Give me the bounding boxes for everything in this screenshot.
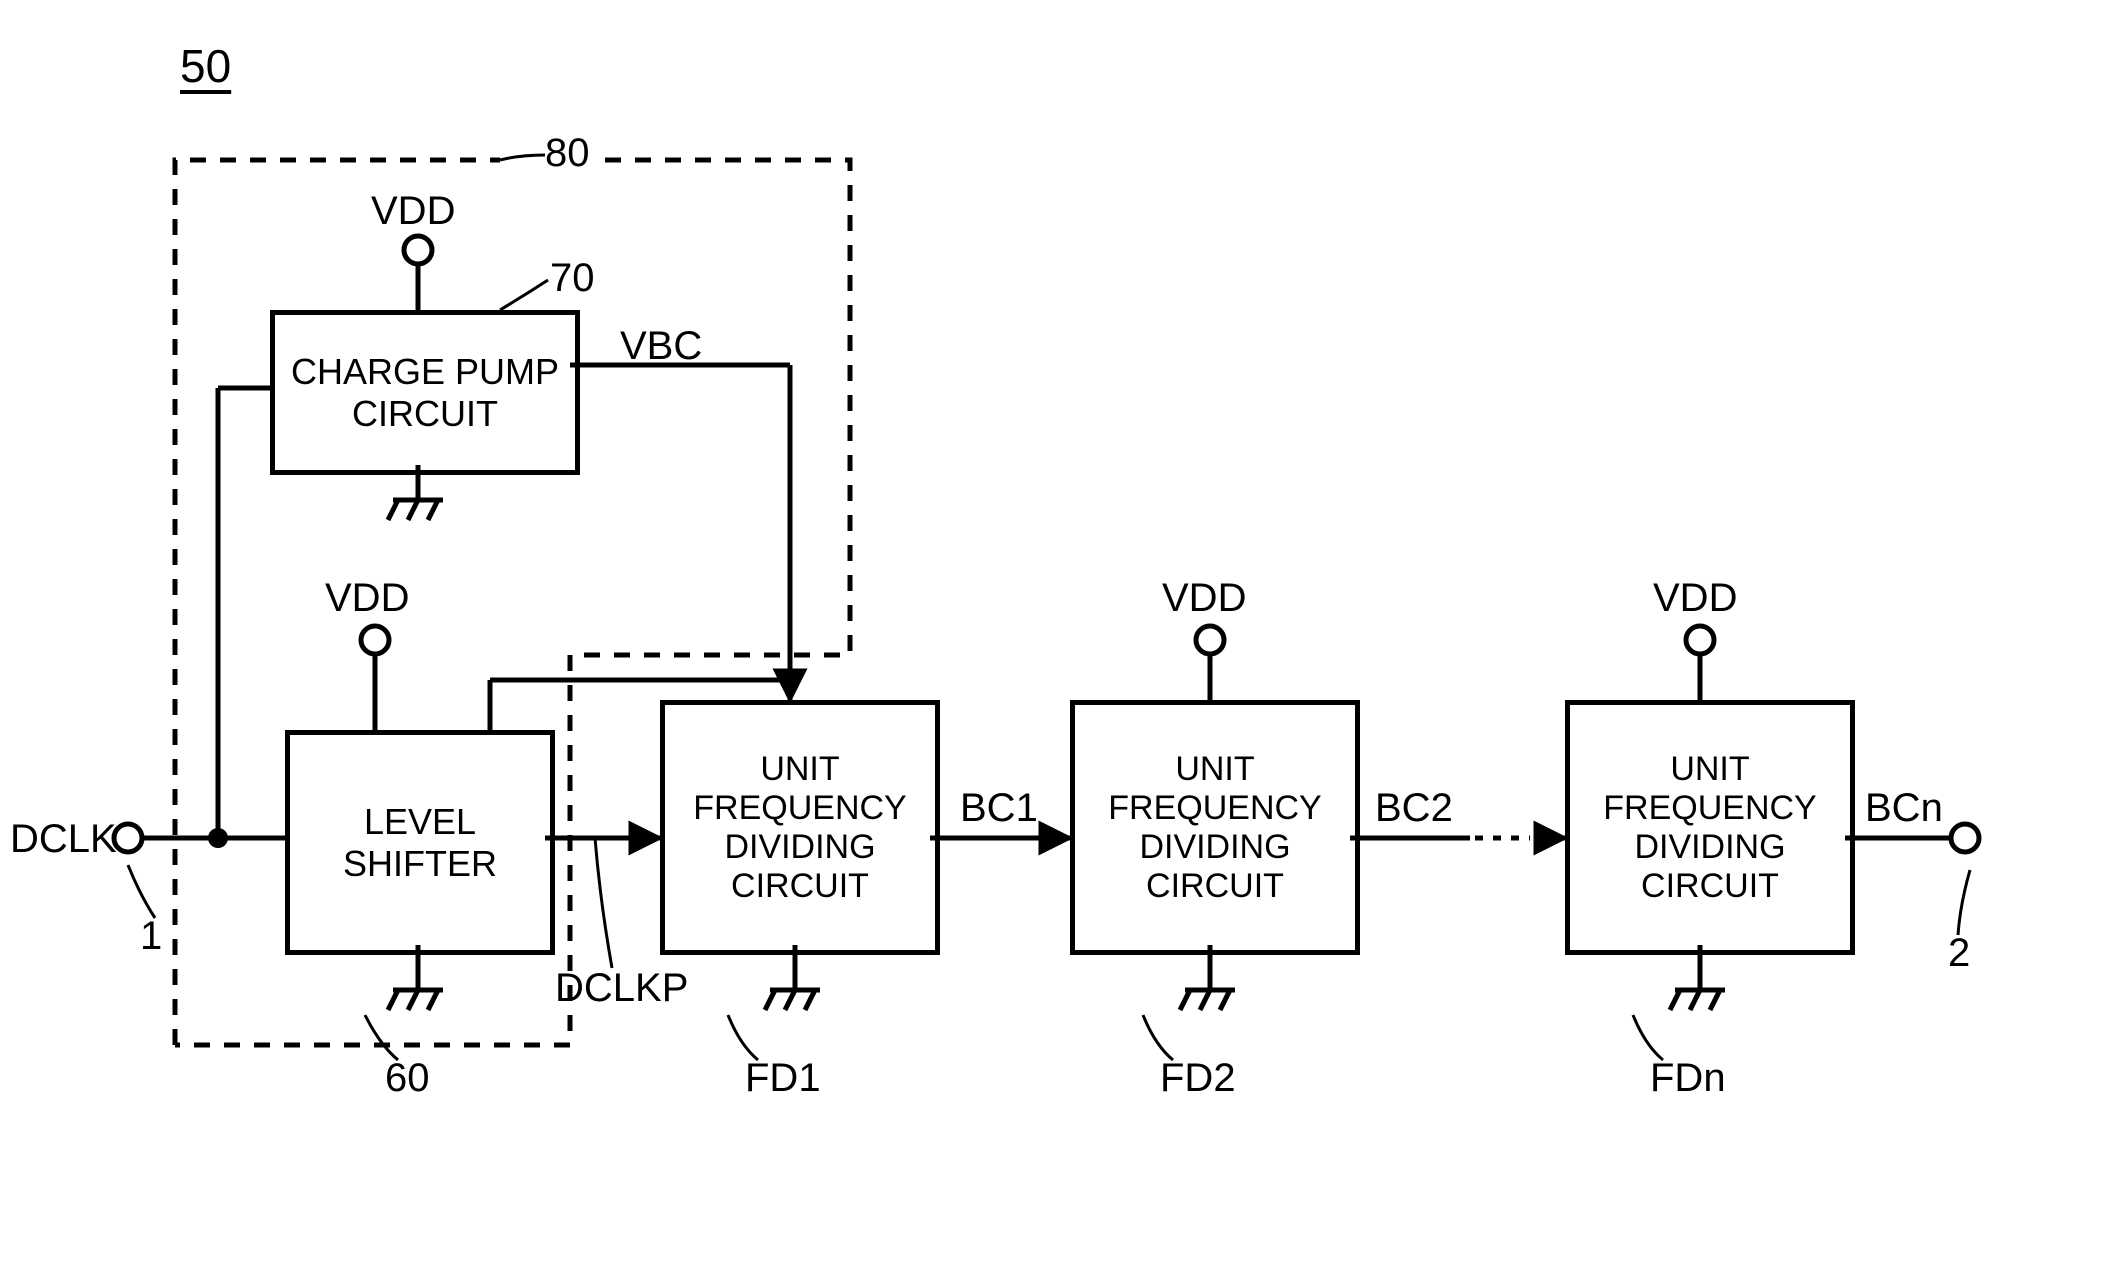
block-fd2: UNIT FREQUENCY DIVIDING CIRCUIT (1070, 700, 1360, 955)
ref-70: 70 (550, 255, 595, 301)
vdd-term-fd2 (1196, 626, 1224, 654)
figure-number: 50 (180, 40, 231, 93)
output-label-bcn: BCn (1865, 785, 1943, 831)
vdd-label-ls: VDD (325, 575, 409, 621)
leader-dclkp (595, 838, 612, 968)
block-fdn: UNIT FREQUENCY DIVIDING CIRCUIT (1565, 700, 1855, 955)
block-level-shifter-label: LEVEL SHIFTER (290, 801, 550, 885)
block-level-shifter: LEVEL SHIFTER (285, 730, 555, 955)
signal-bc1: BC1 (960, 785, 1038, 831)
ref-fd1: FD1 (745, 1055, 821, 1101)
ref-fd2: FD2 (1160, 1055, 1236, 1101)
leader-60 (365, 1015, 398, 1060)
output-ref-2: 2 (1948, 930, 1970, 976)
junction-vbc (780, 670, 800, 690)
input-label-dclk: DCLK (10, 816, 117, 862)
signal-dclkp: DCLKP (555, 965, 688, 1011)
block-charge-pump-label: CHARGE PUMP CIRCUIT (275, 351, 575, 435)
ref-60: 60 (385, 1055, 430, 1101)
block-fd2-label: UNIT FREQUENCY DIVIDING CIRCUIT (1075, 750, 1355, 906)
leader-1 (128, 865, 155, 918)
term-bcn (1951, 824, 1979, 852)
signal-bc2: BC2 (1375, 785, 1453, 831)
leader-fdn (1633, 1015, 1663, 1060)
vdd-term-cp (404, 236, 432, 264)
leader-fd1 (728, 1015, 758, 1060)
ref-fdn: FDn (1650, 1055, 1726, 1101)
block-fd1-label: UNIT FREQUENCY DIVIDING CIRCUIT (665, 750, 935, 906)
signal-vbc: VBC (620, 323, 702, 369)
term-dclk (114, 824, 142, 852)
leader-70 (500, 280, 548, 310)
block-fd1: UNIT FREQUENCY DIVIDING CIRCUIT (660, 700, 940, 955)
vdd-term-fdn (1686, 626, 1714, 654)
ref-80: 80 (545, 130, 590, 176)
block-charge-pump: CHARGE PUMP CIRCUIT (270, 310, 580, 475)
vdd-label-fdn: VDD (1653, 575, 1737, 621)
vdd-label-cp: VDD (371, 188, 455, 234)
leader-2 (1958, 870, 1970, 935)
leader-80 (500, 155, 545, 160)
junction-dclk (208, 828, 228, 848)
vdd-label-fd2: VDD (1162, 575, 1246, 621)
block-fdn-label: UNIT FREQUENCY DIVIDING CIRCUIT (1570, 750, 1850, 906)
leader-fd2 (1143, 1015, 1173, 1060)
input-ref-1: 1 (140, 913, 162, 959)
wiring-overlay (0, 0, 2120, 1275)
diagram-stage: 50 CHARGE PUMP CIRCUIT LEVEL SHIFTER UNI… (0, 0, 2120, 1275)
vdd-term-ls (361, 626, 389, 654)
